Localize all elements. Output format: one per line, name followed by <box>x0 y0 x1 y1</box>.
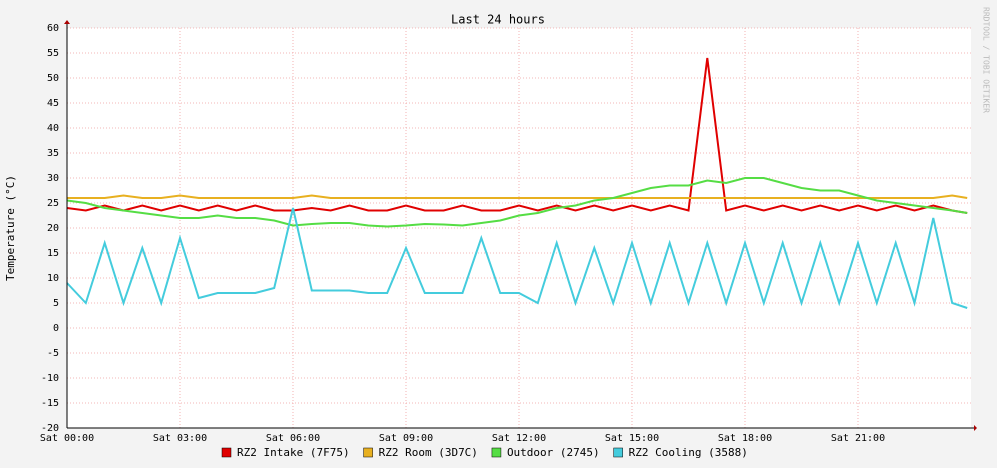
series-line <box>66 177 968 228</box>
y-tick-label: 45 <box>47 98 59 109</box>
x-tick-label: Sat 09:00 <box>379 433 433 444</box>
x-tick-label: Sat 15:00 <box>605 433 659 444</box>
y-tick-label: 60 <box>47 23 59 34</box>
y-tick-label: -10 <box>41 373 59 384</box>
x-tick-label: Sat 12:00 <box>492 433 546 444</box>
y-tick-label: 35 <box>47 148 59 159</box>
y-tick-label: 55 <box>47 48 59 59</box>
chart-title: Last 24 hours <box>451 13 545 27</box>
y-tick-label: -20 <box>41 423 59 434</box>
y-tick-label: 40 <box>47 123 59 134</box>
legend-label: RZ2 Room (3D7C) <box>379 446 478 459</box>
y-tick-label: 50 <box>47 73 59 84</box>
legend-label: RZ2 Cooling (3588) <box>629 446 748 459</box>
y-tick-label: 10 <box>47 273 59 284</box>
y-tick-label: 0 <box>53 323 59 334</box>
legend-swatch <box>491 447 502 458</box>
y-tick-label: 15 <box>47 248 59 259</box>
legend-swatch <box>363 447 373 458</box>
legend-swatch <box>613 447 623 458</box>
series-line <box>66 207 968 309</box>
y-tick-label: 20 <box>47 223 59 234</box>
x-tick-label: Sat 03:00 <box>153 433 207 444</box>
x-tick-label: Sat 18:00 <box>718 433 772 444</box>
x-tick-label: Sat 21:00 <box>831 433 885 444</box>
legend-swatch <box>221 447 232 458</box>
x-tick-label: Sat 06:00 <box>266 433 320 444</box>
lines <box>66 57 968 309</box>
series-line <box>66 57 968 214</box>
y-axis-label: Temperature (°C) <box>4 175 17 281</box>
watermark: RRDTOOL / TOBI OETIKER <box>982 7 991 113</box>
x-tick-label: Sat 00:00 <box>40 433 94 444</box>
y-tick-label: 5 <box>53 298 59 309</box>
grid <box>66 27 971 429</box>
x-arrow <box>974 425 977 431</box>
series-line <box>67 194 968 199</box>
y-tick-label: 30 <box>47 173 59 184</box>
y-tick-label: 25 <box>47 198 59 209</box>
y-arrow <box>64 20 70 24</box>
legend-label: Outdoor (2745) <box>507 446 600 459</box>
legend: RZ2 Intake (7F75) RZ2 Room (3D7C) Outdoor … <box>221 446 748 459</box>
y-tick-label: -15 <box>41 398 59 409</box>
y-tick-label: -5 <box>47 348 59 359</box>
legend-label: RZ2 Intake (7F75) <box>237 446 350 459</box>
